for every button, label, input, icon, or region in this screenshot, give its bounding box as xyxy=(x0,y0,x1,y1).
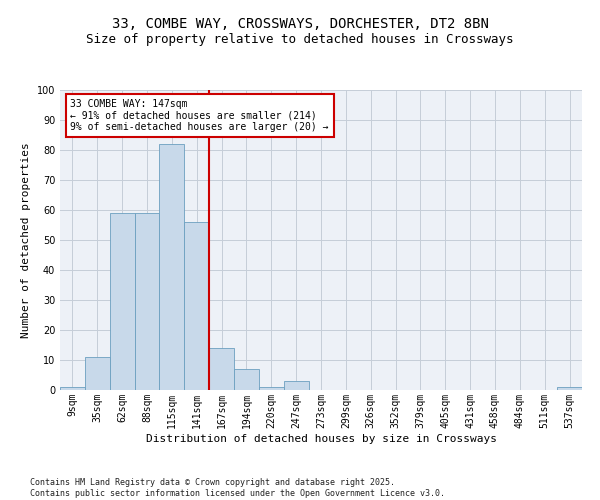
Bar xyxy=(209,348,234,390)
Bar xyxy=(259,387,284,390)
Bar xyxy=(160,144,184,390)
X-axis label: Distribution of detached houses by size in Crossways: Distribution of detached houses by size … xyxy=(146,434,497,444)
Text: Size of property relative to detached houses in Crossways: Size of property relative to detached ho… xyxy=(86,32,514,46)
Bar xyxy=(85,357,110,390)
Bar xyxy=(110,213,134,390)
Bar xyxy=(234,369,259,390)
Y-axis label: Number of detached properties: Number of detached properties xyxy=(21,142,31,338)
Bar xyxy=(184,222,209,390)
Text: 33, COMBE WAY, CROSSWAYS, DORCHESTER, DT2 8BN: 33, COMBE WAY, CROSSWAYS, DORCHESTER, DT… xyxy=(112,18,488,32)
Text: Contains HM Land Registry data © Crown copyright and database right 2025.
Contai: Contains HM Land Registry data © Crown c… xyxy=(30,478,445,498)
Bar xyxy=(557,387,582,390)
Bar xyxy=(60,387,85,390)
Bar xyxy=(134,213,160,390)
Text: 33 COMBE WAY: 147sqm
← 91% of detached houses are smaller (214)
9% of semi-detac: 33 COMBE WAY: 147sqm ← 91% of detached h… xyxy=(70,99,329,132)
Bar xyxy=(284,381,308,390)
